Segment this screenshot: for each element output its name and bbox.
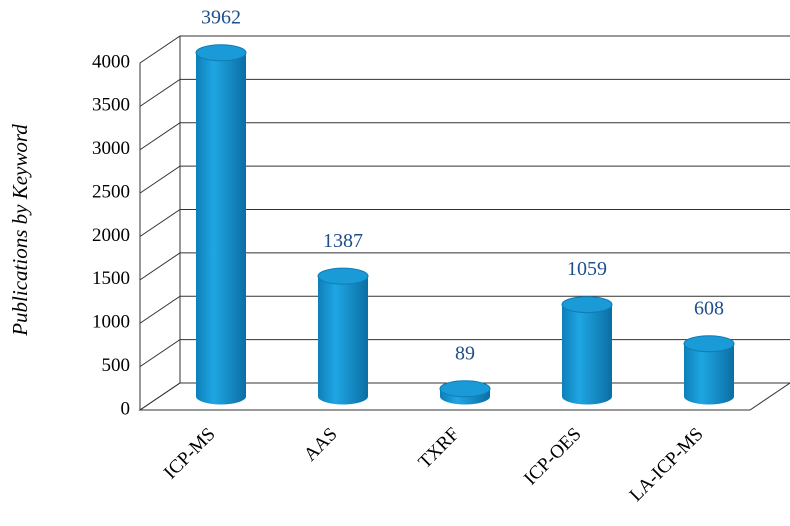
bar: [196, 52, 246, 405]
x-tick-label: ICP-MS: [160, 424, 220, 484]
x-tick-label: AAS: [300, 424, 342, 466]
bar-top: [439, 380, 491, 398]
grid-line: [139, 165, 790, 194]
bar: [562, 304, 612, 405]
value-label: 3962: [201, 6, 241, 28]
y-tick-label: 3500: [92, 95, 130, 116]
y-tick-label: 2500: [92, 181, 130, 202]
cylinder: [439, 380, 491, 405]
grid-line: [139, 35, 790, 64]
y-tick-label: 1000: [92, 312, 130, 333]
bar-top: [195, 44, 247, 62]
cylinder: [561, 296, 613, 405]
y-tick-label: 2000: [92, 225, 130, 246]
y-tick-label: 0: [121, 398, 131, 419]
y-tick-label: 3000: [92, 138, 130, 159]
value-label: 89: [455, 342, 475, 364]
grid-line: [139, 78, 790, 107]
y-tick-label: 1500: [92, 268, 130, 289]
x-tick-label: LA-ICP-MS: [626, 424, 708, 506]
x-tick-label: TXRF: [414, 424, 463, 473]
y-axis-label: Publications by Keyword: [8, 124, 32, 337]
bar: [318, 276, 368, 405]
value-label: 608: [694, 297, 724, 319]
bar: [684, 343, 734, 405]
x-tick-label: ICP-OES: [520, 424, 586, 490]
grid-line: [139, 252, 790, 281]
value-label: 1059: [567, 258, 607, 280]
grid-line: [139, 209, 790, 237]
y-tick-label: 4000: [92, 51, 130, 72]
bar-top: [317, 267, 369, 285]
bar-top: [561, 296, 613, 314]
value-label: 1387: [323, 230, 363, 252]
cylinder: [195, 44, 247, 405]
y-tick-label: 500: [102, 355, 131, 376]
grid-line: [139, 122, 790, 151]
cylinder: [317, 267, 369, 405]
bar-top: [683, 335, 735, 353]
cylinder: [683, 335, 735, 405]
